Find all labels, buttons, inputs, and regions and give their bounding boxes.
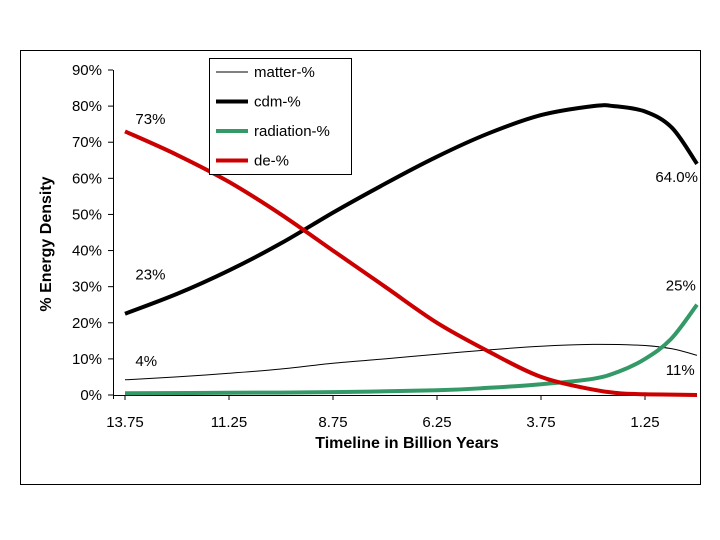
y-tick-label: 0% bbox=[80, 387, 102, 404]
series-layer bbox=[124, 103, 699, 397]
y-tick-label: 70% bbox=[72, 134, 102, 151]
legend-label: cdm-% bbox=[254, 94, 301, 111]
y-tick-label: 90% bbox=[72, 62, 102, 79]
y-tick-label: 80% bbox=[72, 98, 102, 115]
y-tick-label: 20% bbox=[72, 315, 102, 332]
data-label: 23% bbox=[135, 266, 165, 283]
y-tick-label: 40% bbox=[72, 243, 102, 260]
data-label: 64.0% bbox=[655, 169, 698, 186]
x-axis-title: Timeline in Billion Years bbox=[315, 435, 499, 452]
x-tick-label: 13.75 bbox=[106, 414, 144, 431]
legend-label: de-% bbox=[254, 153, 289, 170]
y-axis-ticks: 0% 10% 20% 30% 40% 50% 60% 70% 80% 90% bbox=[72, 62, 113, 404]
x-axis-ticks: 13.75 11.25 8.75 6.25 3.75 1.25 bbox=[106, 395, 660, 431]
legend-label: matter-% bbox=[254, 64, 315, 81]
data-label: 4% bbox=[135, 353, 157, 370]
series-line-radiation bbox=[124, 303, 699, 396]
x-tick-label: 8.75 bbox=[318, 414, 347, 431]
x-tick-label: 1.25 bbox=[630, 414, 659, 431]
series-line-de bbox=[124, 129, 698, 397]
y-tick-label: 50% bbox=[72, 206, 102, 223]
y-tick-label: 60% bbox=[72, 170, 102, 187]
legend: matter-% cdm-% radiation-% de-% bbox=[209, 58, 352, 175]
x-tick-label: 3.75 bbox=[526, 414, 555, 431]
y-tick-label: 10% bbox=[72, 351, 102, 368]
series-line-cdm bbox=[124, 103, 699, 316]
legend-label: radiation-% bbox=[254, 123, 330, 140]
y-tick-label: 30% bbox=[72, 279, 102, 296]
x-tick-label: 6.25 bbox=[422, 414, 451, 431]
data-label: 11% bbox=[666, 362, 695, 379]
y-axis-title: % Energy Density bbox=[38, 176, 55, 311]
data-label: 25% bbox=[666, 277, 696, 294]
legend-box bbox=[209, 58, 352, 175]
series-line-matter bbox=[124, 343, 698, 381]
x-tick-label: 11.25 bbox=[211, 414, 247, 431]
data-annotations: 73% 23% 4% 64.0% 25% 11% bbox=[135, 111, 698, 379]
data-label: 73% bbox=[135, 111, 165, 128]
